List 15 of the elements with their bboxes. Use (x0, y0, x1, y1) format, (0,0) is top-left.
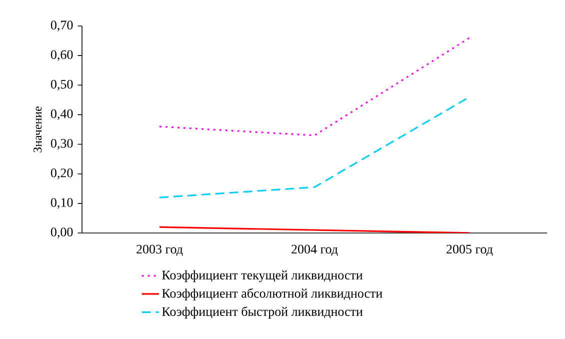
legend-label: Коэффициент абсолютной ликвидности (162, 288, 382, 300)
y-tick-label: 0,00 (50, 228, 73, 238)
y-tick-label: 0,50 (50, 80, 73, 90)
y-tick-label: 0,30 (50, 138, 73, 150)
y-tick-label: 0,70 (50, 20, 73, 32)
legend-label: Коэффициент быстрой ликвидности (162, 306, 363, 319)
y-tick-label: 0,60 (50, 50, 73, 61)
y-axis-title: Значение (34, 106, 42, 152)
y-tick-label: 0,20 (50, 168, 73, 180)
y-tick-label: 0,40 (50, 109, 73, 120)
y-tick-label: 0,10 (50, 198, 73, 209)
legend-label: Коэффициент текущей ликвидности (162, 270, 363, 282)
x-tick-label: 2004 год (292, 244, 338, 256)
x-tick-label: 2005 год (446, 244, 493, 256)
x-tick-label: 2003 год (136, 244, 183, 256)
